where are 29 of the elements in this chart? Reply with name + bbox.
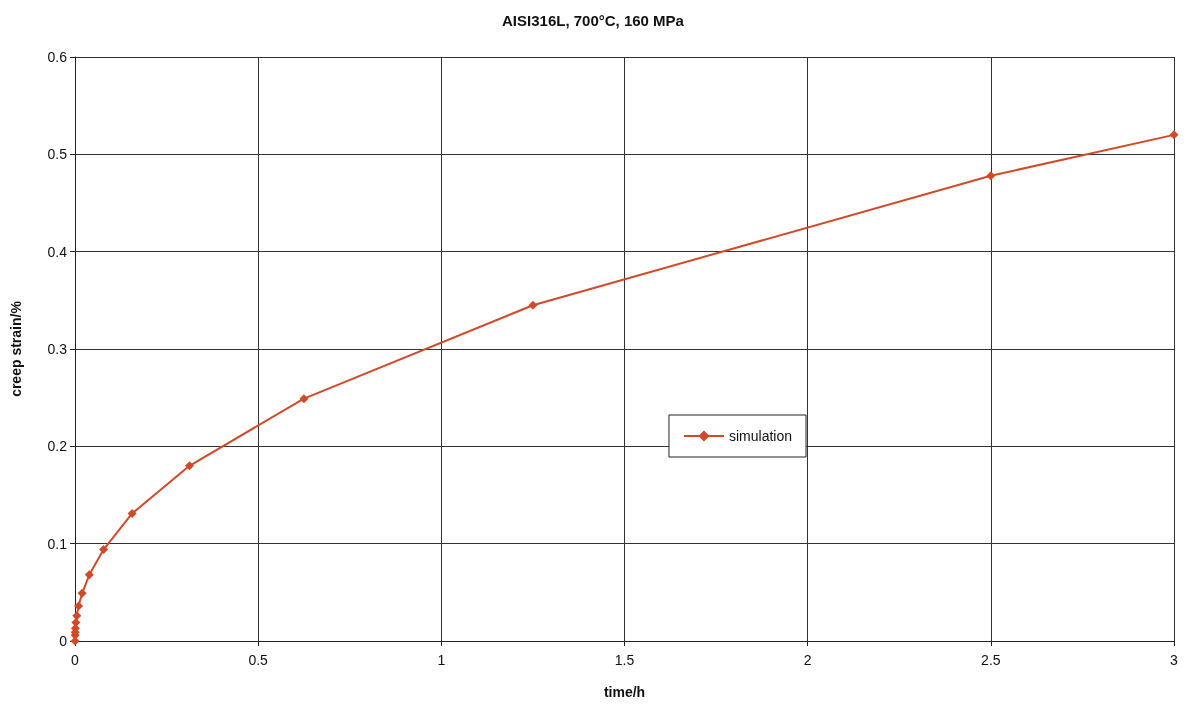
y-tick-label: 0.6 xyxy=(47,49,68,65)
y-tick-label: 0 xyxy=(59,633,68,649)
point xyxy=(72,611,82,621)
point xyxy=(99,545,109,555)
x-tick-label: 2.5 xyxy=(981,652,1001,668)
x-tick-label: 0.5 xyxy=(248,652,269,668)
point xyxy=(299,394,309,404)
point xyxy=(1169,130,1179,140)
y-tick-label: 0.4 xyxy=(47,243,68,260)
point xyxy=(84,570,94,580)
legend-label: simulation xyxy=(728,428,792,444)
y-axis-title: creep strain/% xyxy=(8,300,24,397)
x-tick-label: 3 xyxy=(1170,652,1179,668)
point xyxy=(184,461,194,471)
y-tick-label: 0.1 xyxy=(47,535,68,552)
point xyxy=(127,508,137,518)
x-tick-label: 2 xyxy=(803,652,812,668)
x-tick-label: 0 xyxy=(71,652,80,668)
x-tick-label: 1 xyxy=(437,652,446,668)
y-tick-label: 0.3 xyxy=(47,341,68,357)
x-axis-title: time/h xyxy=(603,684,646,700)
y-tick-label: 0.2 xyxy=(47,438,68,455)
y-tick-label: 0.5 xyxy=(47,146,68,163)
point xyxy=(77,588,87,598)
point xyxy=(986,171,996,181)
point xyxy=(528,300,538,310)
point xyxy=(74,601,84,611)
chart-title: AISI316L, 700°C, 160 MPa xyxy=(502,12,685,29)
x-tick-label: 1.5 xyxy=(614,652,635,668)
